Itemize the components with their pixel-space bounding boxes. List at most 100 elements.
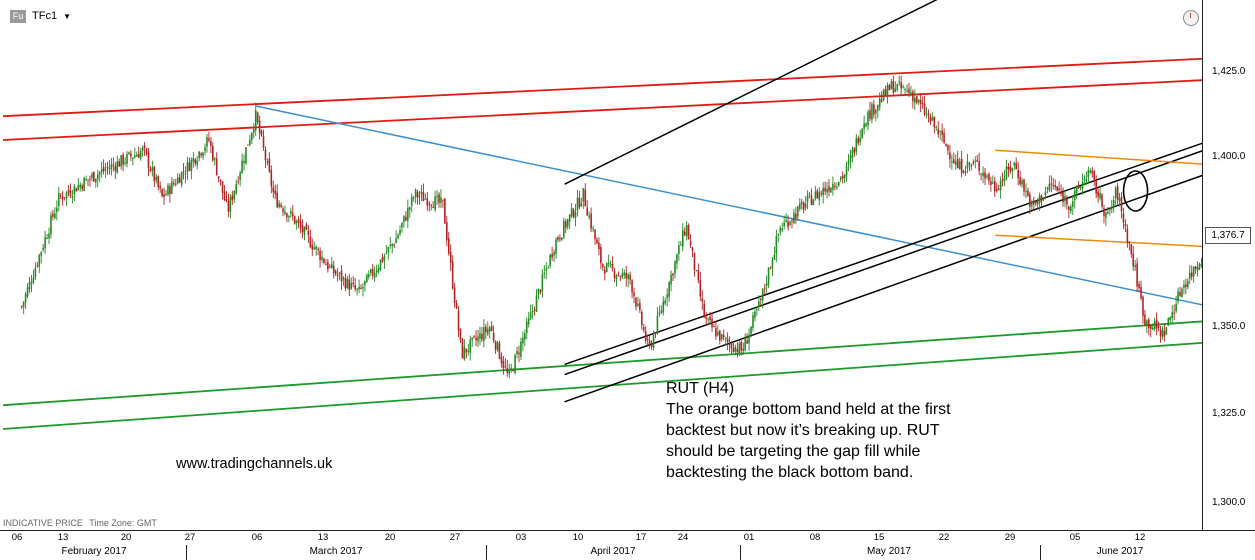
- candle-body: [1036, 201, 1039, 205]
- candle-body: [26, 287, 29, 297]
- clock-icon[interactable]: [1183, 10, 1199, 26]
- candle-body: [633, 292, 635, 297]
- candle-body: [180, 172, 183, 185]
- candle-body: [869, 110, 871, 119]
- candle-body: [820, 193, 823, 195]
- candle-body: [256, 112, 259, 122]
- candle-body: [818, 192, 821, 201]
- candle-body: [1087, 170, 1090, 178]
- candle-body: [428, 203, 431, 205]
- candle-body: [849, 155, 852, 162]
- candle-body: [334, 270, 337, 275]
- symbol-label[interactable]: TFc1: [32, 10, 58, 22]
- candle-body: [851, 150, 854, 159]
- month-separator: [1040, 545, 1041, 560]
- candle-body: [126, 154, 128, 164]
- candle-body: [276, 192, 278, 207]
- x-tick-label: 03: [515, 532, 527, 543]
- candle-body: [167, 185, 169, 195]
- candle-body: [639, 302, 641, 311]
- candle-body: [962, 171, 965, 173]
- candle-body: [830, 188, 832, 193]
- candle-body: [488, 327, 491, 332]
- month-separator: [486, 545, 487, 560]
- candle-body: [522, 337, 524, 344]
- candle-body: [1144, 314, 1146, 326]
- candle-body: [1188, 272, 1191, 279]
- candle-body: [1116, 186, 1119, 200]
- candle-body: [619, 276, 622, 278]
- candle-body: [880, 99, 883, 102]
- candle-body: [463, 347, 466, 360]
- candle-body: [217, 176, 220, 179]
- candle-body: [832, 183, 834, 190]
- candle-body: [631, 280, 633, 293]
- candle-body: [943, 132, 945, 143]
- watermark-text: www.tradingchannels.uk: [176, 456, 333, 472]
- candle-body: [75, 188, 78, 192]
- x-tick-label: 05: [1069, 532, 1081, 543]
- candle-body: [791, 220, 793, 222]
- candle-body: [941, 130, 943, 135]
- candle-body: [469, 339, 472, 353]
- candle-body: [163, 194, 165, 198]
- candle-body: [375, 270, 378, 273]
- candle-body: [135, 154, 138, 157]
- candle-body: [625, 272, 628, 279]
- candle-body: [769, 268, 772, 270]
- candle-body: [847, 160, 850, 165]
- candle-body: [1146, 320, 1148, 326]
- candle-body: [272, 187, 275, 192]
- chevron-down-icon[interactable]: ▼: [63, 11, 71, 21]
- candle-body: [143, 145, 146, 148]
- candle-body: [635, 297, 637, 307]
- candle-body: [826, 188, 828, 193]
- candle-body: [436, 195, 438, 198]
- candle-body: [1194, 266, 1197, 269]
- candle-body: [992, 182, 994, 184]
- candle-body: [781, 228, 784, 231]
- month-label: June 2017: [1096, 546, 1144, 557]
- circle-marker-drawing: [1122, 170, 1149, 212]
- candle-body: [286, 213, 288, 218]
- candle-body: [592, 228, 594, 230]
- candle-body: [873, 104, 875, 115]
- candle-body: [1196, 267, 1199, 271]
- candle-body: [1134, 265, 1136, 268]
- candle-body: [627, 274, 629, 279]
- candle-body: [447, 238, 450, 254]
- candle-body: [964, 170, 967, 173]
- candle-body: [395, 238, 397, 244]
- candle-body: [726, 338, 729, 342]
- x-tick-label: 01: [743, 532, 755, 543]
- candle-body: [605, 263, 608, 273]
- candle-body: [841, 175, 844, 179]
- candle-body: [545, 268, 548, 271]
- candle-body: [1101, 194, 1103, 207]
- candle-body: [771, 260, 774, 268]
- candle-body: [155, 176, 158, 181]
- price-chart[interactable]: [0, 0, 1202, 530]
- orange-band-lower-line: [995, 234, 1202, 248]
- candle-body: [241, 160, 243, 174]
- candle-body: [1175, 303, 1177, 312]
- candle-body: [110, 164, 113, 169]
- candle-body: [319, 250, 321, 261]
- candle-body: [824, 187, 826, 192]
- candle-body: [834, 186, 836, 188]
- candle-body: [379, 259, 382, 270]
- candle-body: [297, 219, 300, 223]
- candle-body: [642, 327, 645, 331]
- candle-body: [1003, 178, 1006, 182]
- candle-body: [1058, 188, 1060, 190]
- candle-body: [1109, 209, 1111, 211]
- annotation-line: should be targeting the gap fill while: [666, 443, 921, 460]
- candle-body: [724, 337, 727, 339]
- candle-body: [761, 288, 764, 301]
- candle-body: [863, 123, 865, 129]
- candle-body: [970, 164, 973, 167]
- candle-body: [412, 197, 415, 199]
- candle-body: [449, 252, 452, 263]
- x-tick-label: 13: [57, 532, 69, 543]
- candle-body: [984, 172, 986, 179]
